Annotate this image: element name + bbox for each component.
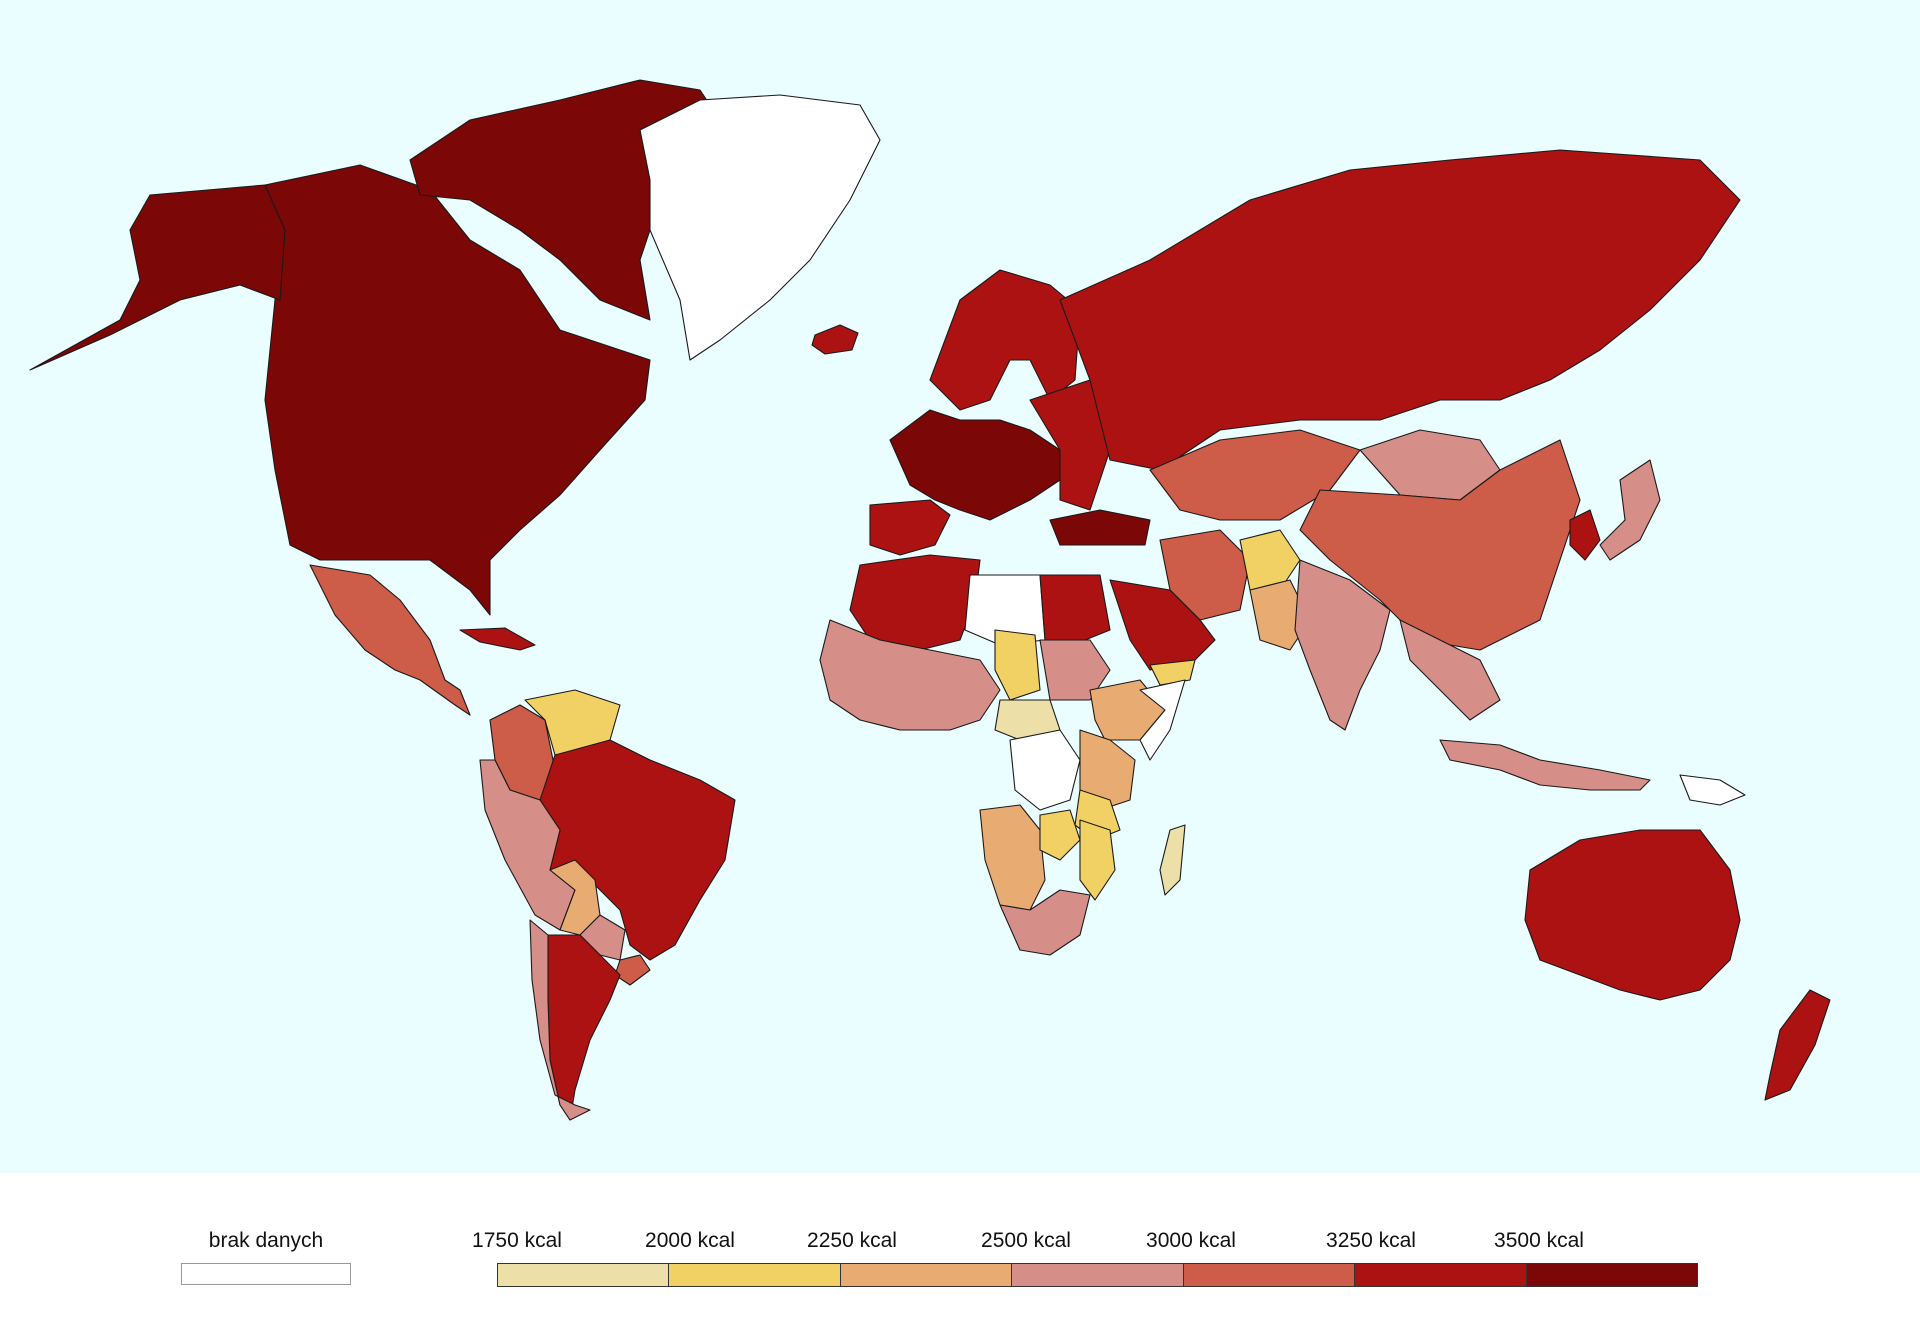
- region-afghanistan: [1239, 529, 1301, 591]
- legend-swatch-bin-6: [1526, 1264, 1697, 1286]
- region-alaska: [29, 184, 286, 371]
- legend-label-2000: 2000 kcal: [645, 1229, 735, 1252]
- region-korea: [1569, 509, 1601, 561]
- legend-swatch-bin-2: [840, 1264, 1013, 1286]
- region-chile: [529, 919, 591, 1121]
- land-group: [29, 79, 1831, 1121]
- region-arabia: [1109, 579, 1216, 671]
- region-indonesia: [1439, 739, 1651, 791]
- region-turkey: [1049, 509, 1151, 546]
- region-india: [1294, 559, 1391, 731]
- region-north-america: [264, 164, 651, 616]
- region-cuba: [459, 627, 536, 651]
- legend-swatch-bin-4: [1183, 1264, 1356, 1286]
- region-yemen: [1149, 659, 1196, 686]
- region-zambia: [1039, 809, 1081, 861]
- region-central-asia: [1149, 429, 1361, 521]
- legend-label-2500: 2500 kcal: [981, 1229, 1071, 1252]
- region-australia: [1524, 829, 1741, 1001]
- legend-swatch-bin-1: [669, 1264, 841, 1286]
- region-madagascar: [1159, 824, 1186, 896]
- legend-label-1750: 1750 kcal: [472, 1229, 562, 1252]
- region-china: [1299, 439, 1581, 651]
- legend-swatch-bin-0: [498, 1264, 670, 1286]
- region-sudan: [1039, 639, 1111, 701]
- region-new-zealand: [1764, 989, 1831, 1101]
- nodata-label: brak danych: [208, 1229, 324, 1252]
- region-chad: [994, 629, 1041, 701]
- region-greenland: [639, 94, 881, 361]
- region-egypt: [1039, 574, 1111, 641]
- legend-label-2250: 2250 kcal: [807, 1229, 897, 1252]
- legend-swatch-bin-5: [1355, 1264, 1527, 1286]
- legend-swatch-bin-3: [1012, 1264, 1184, 1286]
- region-russia: [1059, 149, 1741, 471]
- region-south-africa: [999, 889, 1091, 956]
- region-iberia: [869, 499, 951, 556]
- region-angola-namibia: [979, 804, 1046, 911]
- region-mexico-central-america: [309, 564, 471, 716]
- region-somalia: [1139, 679, 1186, 761]
- legend-label-3250: 3250 kcal: [1326, 1229, 1416, 1252]
- legend-label-3500: 3500 kcal: [1494, 1229, 1584, 1252]
- region-mozambique: [1079, 819, 1116, 901]
- region-southeast-asia: [1399, 619, 1501, 721]
- region-papua: [1679, 774, 1746, 806]
- region-west-africa: [819, 619, 1001, 731]
- legend-label-3000: 3000 kcal: [1146, 1229, 1236, 1252]
- region-iceland: [811, 324, 859, 355]
- world-map: [0, 0, 1920, 1173]
- region-japan: [1599, 459, 1661, 561]
- nodata-swatch: [181, 1263, 351, 1285]
- color-scale: [497, 1263, 1698, 1287]
- region-north-africa: [849, 554, 981, 651]
- region-drc: [1009, 729, 1081, 811]
- map-svg: [29, 79, 1831, 1121]
- legend: brak danych 1750 kcal 2000 kcal 2250 kca…: [0, 1173, 1920, 1333]
